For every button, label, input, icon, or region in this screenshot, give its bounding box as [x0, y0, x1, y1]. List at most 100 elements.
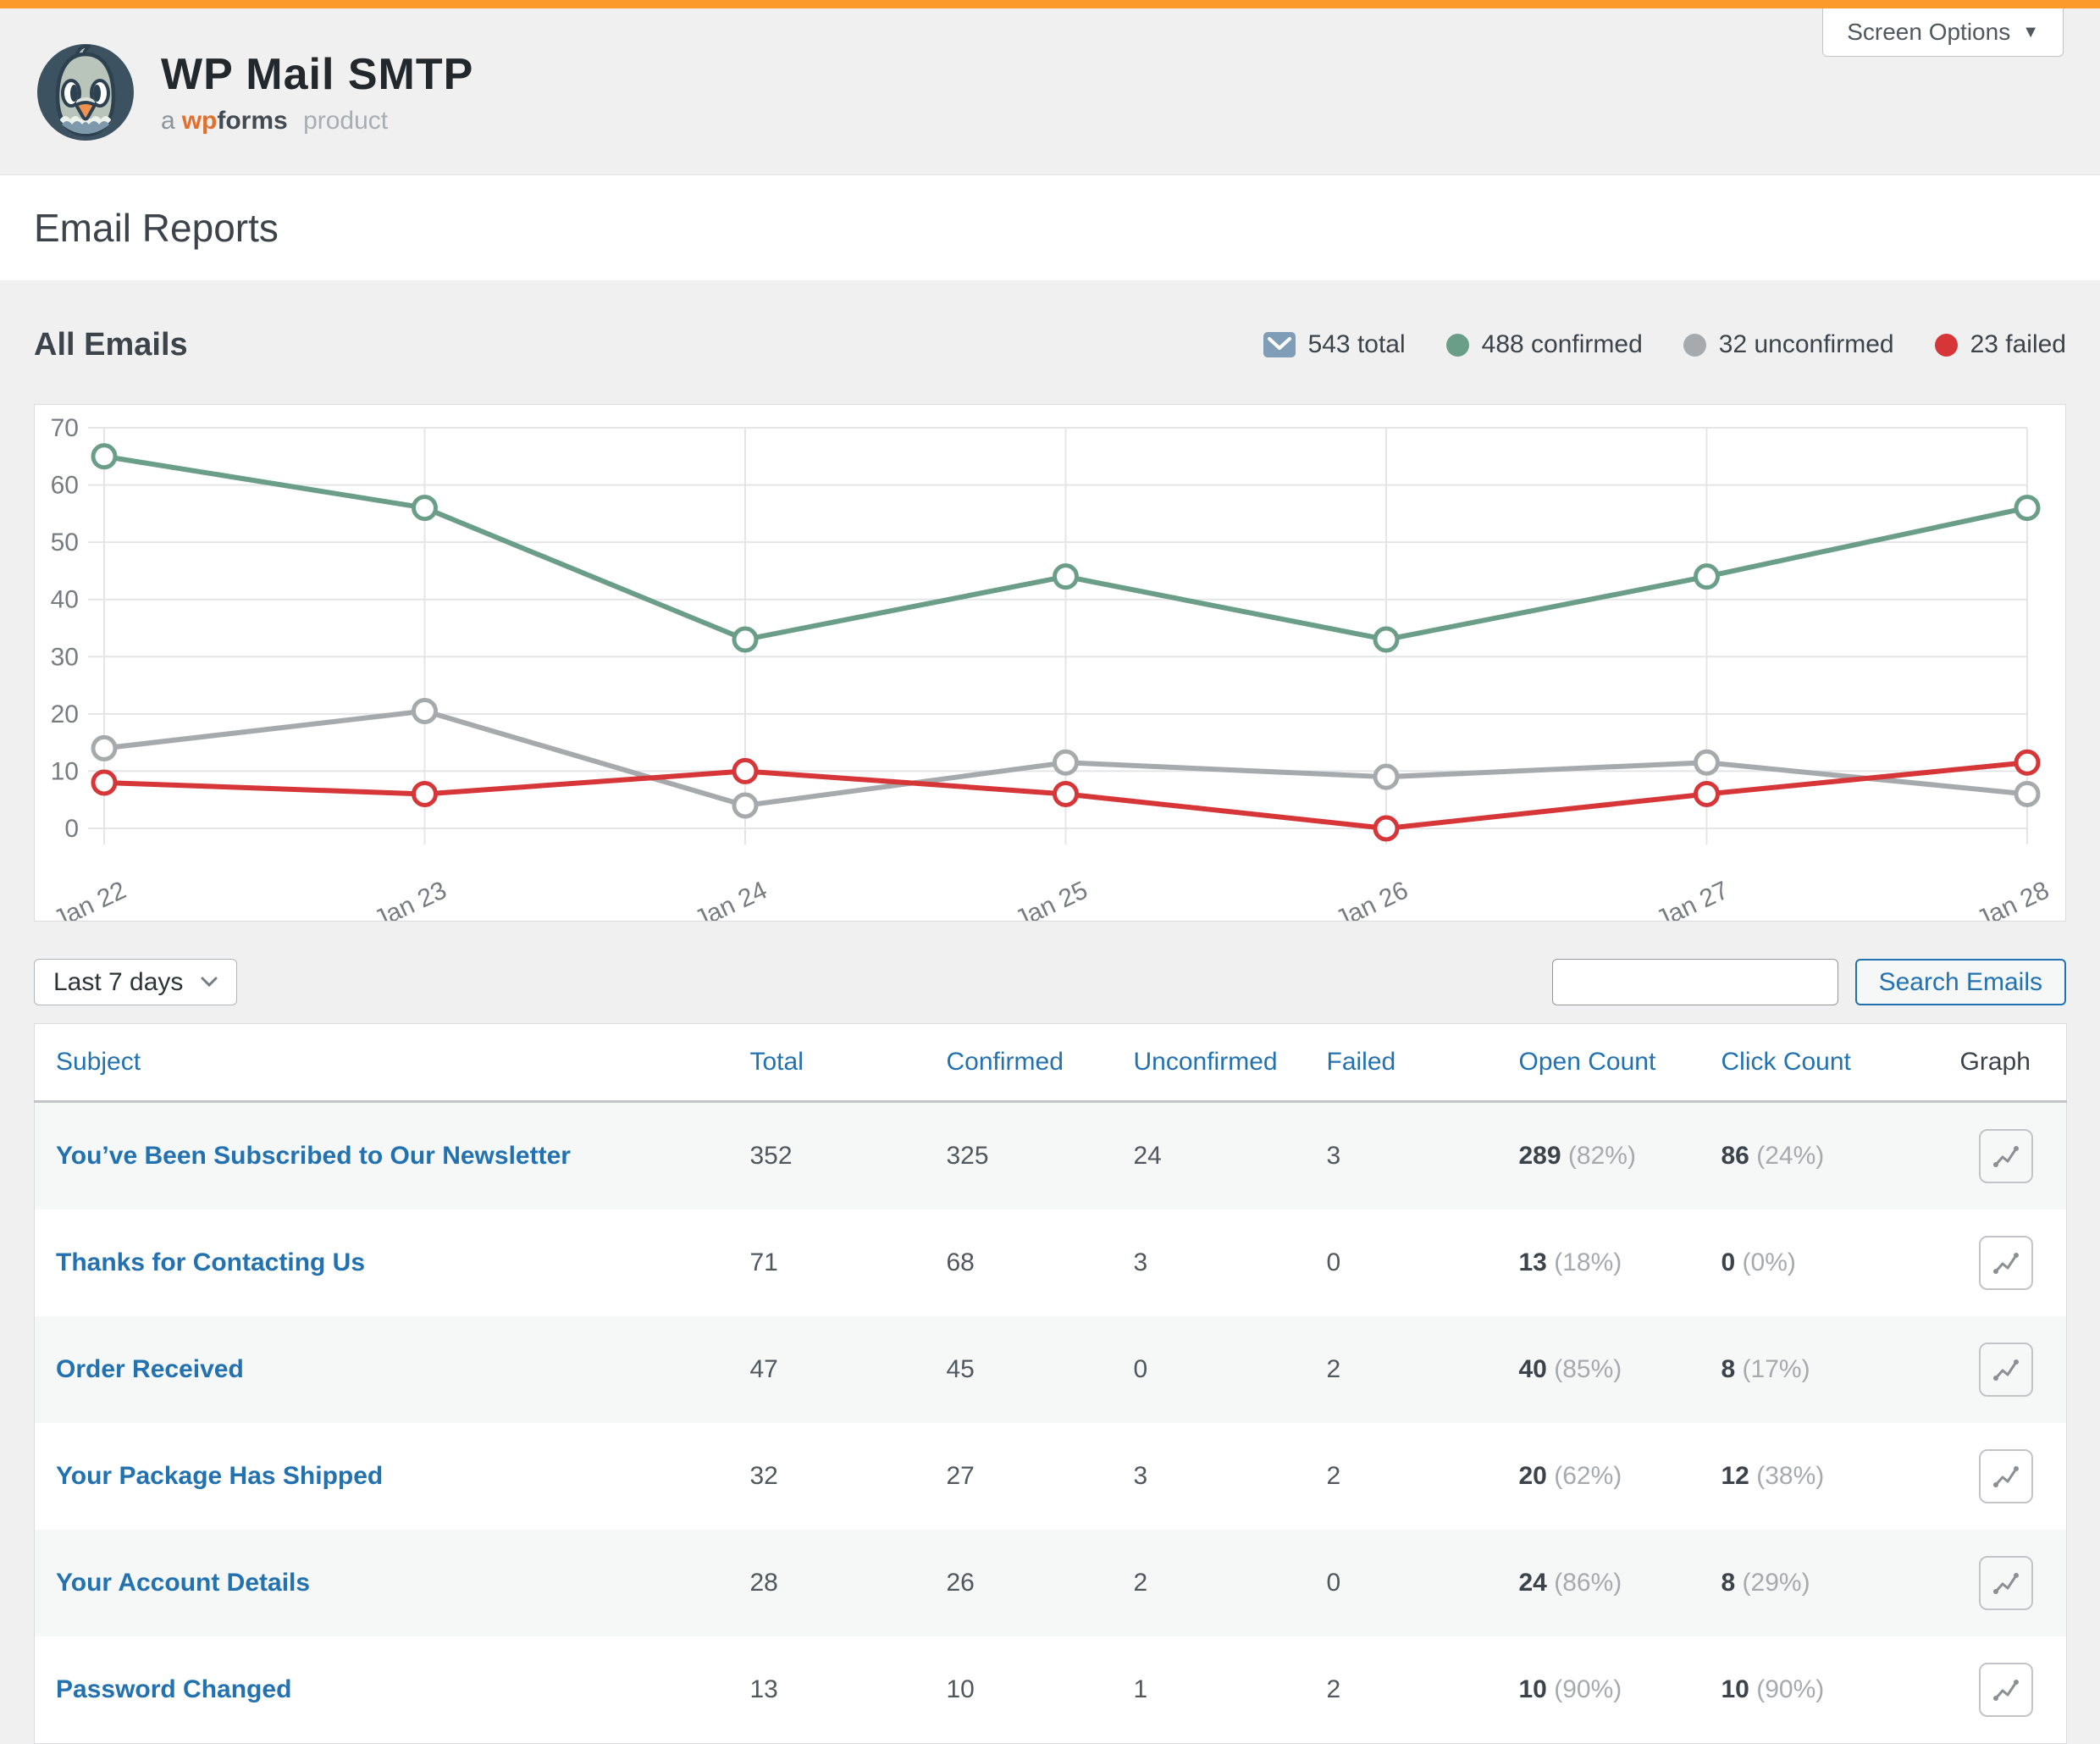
unconfirmed-cell: 3 [1133, 1462, 1148, 1490]
mini-chart-icon [1992, 1573, 2019, 1594]
legend-confirmed-label: 488 confirmed [1481, 330, 1643, 358]
subject-link[interactable]: Your Package Has Shipped [56, 1462, 384, 1490]
click-count-cell: 12 (38%) [1721, 1462, 1825, 1490]
click-count-cell: 10 (90%) [1721, 1675, 1825, 1703]
svg-text:Jan 25: Jan 25 [1011, 876, 1092, 921]
graph-button[interactable] [1978, 1663, 2033, 1717]
brand-titles: WP Mail SMTP a wpforms product [161, 49, 473, 136]
failed-cell: 2 [1326, 1675, 1341, 1703]
table-header-row: Subject Total Confirmed Unconfirmed Fail… [34, 1023, 2067, 1103]
tagline-suffix: product [303, 107, 389, 135]
click-count-cell: 0 (0%) [1721, 1248, 1796, 1276]
confirmed-cell: 325 [946, 1142, 989, 1170]
open-count-cell: 24 (86%) [1518, 1569, 1622, 1597]
open-count-cell: 289 (82%) [1518, 1142, 1636, 1170]
chart-legend: 543 total 488 confirmed 32 unconfirmed 2… [1263, 330, 2066, 359]
brand-tagline: a wpforms product [161, 107, 473, 136]
svg-text:Jan 23: Jan 23 [370, 876, 451, 921]
col-header-graph: Graph [1932, 1023, 2067, 1103]
mini-chart-icon [1992, 1680, 2019, 1701]
graph-button[interactable] [1978, 1556, 2033, 1610]
page-title-band: Email Reports [0, 175, 2100, 280]
subject-link[interactable]: Order Received [56, 1355, 244, 1383]
screen-options-label: Screen Options [1847, 19, 2011, 45]
col-header-unconfirmed[interactable]: Unconfirmed [1112, 1023, 1306, 1103]
section-header: All Emails 543 total 488 confirmed 32 un… [34, 280, 2066, 404]
failed-cell: 0 [1326, 1569, 1341, 1597]
confirmed-dot-icon [1445, 333, 1469, 357]
screen-options-button[interactable]: Screen Options ▼ [1822, 8, 2064, 57]
click-count-cell: 8 (17%) [1721, 1355, 1810, 1383]
search-emails-button[interactable]: Search Emails [1854, 959, 2066, 1005]
svg-text:30: 30 [51, 643, 79, 671]
open-count-cell: 20 (62%) [1518, 1462, 1622, 1490]
search-area: Search Emails [1551, 959, 2066, 1005]
failed-cell: 2 [1326, 1355, 1341, 1383]
svg-text:Jan 26: Jan 26 [1331, 876, 1412, 921]
click-count-cell: 86 (24%) [1721, 1142, 1825, 1170]
total-cell: 71 [749, 1248, 778, 1276]
graph-button[interactable] [1978, 1129, 2033, 1183]
confirmed-cell: 45 [946, 1355, 975, 1383]
svg-text:40: 40 [51, 586, 79, 614]
table-row: Password Changed 13 10 1 2 10 (90%) 10 (… [35, 1636, 2067, 1744]
col-header-total[interactable]: Total [728, 1023, 926, 1103]
email-activity-line-chart: 0 10 20 30 40 50 60 70 Jan 22 Jan 23 Jan 24 Jan 25 J… [49, 414, 2053, 921]
col-header-open-count[interactable]: Open Count [1497, 1023, 1700, 1103]
unconfirmed-cell: 24 [1133, 1142, 1162, 1170]
unconfirmed-cell: 3 [1133, 1248, 1148, 1276]
table-row: Order Received 47 45 0 2 40 (85%) 8 (17%… [34, 1316, 2067, 1423]
graph-button[interactable] [1978, 1343, 2033, 1397]
click-count-cell: 8 (29%) [1721, 1569, 1810, 1597]
unconfirmed-cell: 1 [1133, 1675, 1148, 1703]
plugin-header: WP Mail SMTP a wpforms product [0, 8, 2100, 175]
subject-link[interactable]: Password Changed [56, 1675, 292, 1703]
page-title: Email Reports [34, 206, 279, 250]
graph-button[interactable] [1978, 1236, 2033, 1290]
svg-text:Jan 24: Jan 24 [690, 876, 771, 921]
graph-button[interactable] [1978, 1449, 2033, 1503]
legend-unconfirmed: 32 unconfirmed [1683, 330, 1894, 359]
svg-text:20: 20 [51, 700, 79, 728]
email-reports-table: Subject Total Confirmed Unconfirmed Fail… [34, 1023, 2067, 1744]
total-cell: 28 [749, 1569, 778, 1597]
wp-mail-smtp-pigeon-logo [37, 44, 134, 141]
tagline-forms: forms [217, 107, 288, 135]
legend-unconfirmed-label: 32 unconfirmed [1718, 330, 1894, 358]
open-count-cell: 13 (18%) [1518, 1248, 1622, 1276]
table-row: Your Account Details 28 26 2 0 24 (86%) … [34, 1530, 2067, 1636]
svg-text:Jan 22: Jan 22 [49, 876, 130, 921]
chevron-down-icon [201, 977, 218, 988]
section-title: All Emails [34, 327, 188, 363]
open-count-cell: 40 (85%) [1518, 1355, 1622, 1383]
envelope-icon [1263, 332, 1296, 357]
col-header-confirmed[interactable]: Confirmed [925, 1023, 1113, 1103]
subject-link[interactable]: You’ve Been Subscribed to Our Newsletter [56, 1142, 571, 1170]
svg-text:10: 10 [51, 757, 79, 785]
confirmed-cell: 27 [946, 1462, 975, 1490]
date-range-select[interactable]: Last 7 days [34, 959, 237, 1005]
svg-text:50: 50 [51, 529, 79, 556]
subject-link[interactable]: Your Account Details [56, 1569, 311, 1597]
col-header-click-count[interactable]: Click Count [1699, 1023, 1933, 1103]
svg-text:70: 70 [51, 414, 79, 442]
confirmed-cell: 10 [946, 1675, 975, 1703]
search-input[interactable] [1551, 959, 1838, 1005]
legend-failed: 23 failed [1934, 330, 2066, 359]
confirmed-cell: 68 [946, 1248, 975, 1276]
svg-text:Jan 27: Jan 27 [1652, 876, 1733, 921]
subject-link[interactable]: Thanks for Contacting Us [56, 1248, 366, 1276]
svg-text:Jan 28: Jan 28 [1972, 876, 2053, 921]
total-cell: 47 [749, 1355, 778, 1383]
mini-chart-icon [1992, 1466, 2019, 1487]
col-header-failed[interactable]: Failed [1305, 1023, 1498, 1103]
date-range-value: Last 7 days [53, 967, 184, 996]
failed-cell: 2 [1326, 1462, 1341, 1490]
admin-top-bar [0, 0, 2100, 8]
legend-total: 543 total [1263, 330, 1406, 359]
mini-chart-icon [1992, 1253, 2019, 1274]
col-header-subject[interactable]: Subject [34, 1023, 729, 1103]
tagline-wp: wp [181, 107, 218, 135]
svg-text:60: 60 [51, 472, 79, 500]
total-cell: 13 [749, 1675, 778, 1703]
